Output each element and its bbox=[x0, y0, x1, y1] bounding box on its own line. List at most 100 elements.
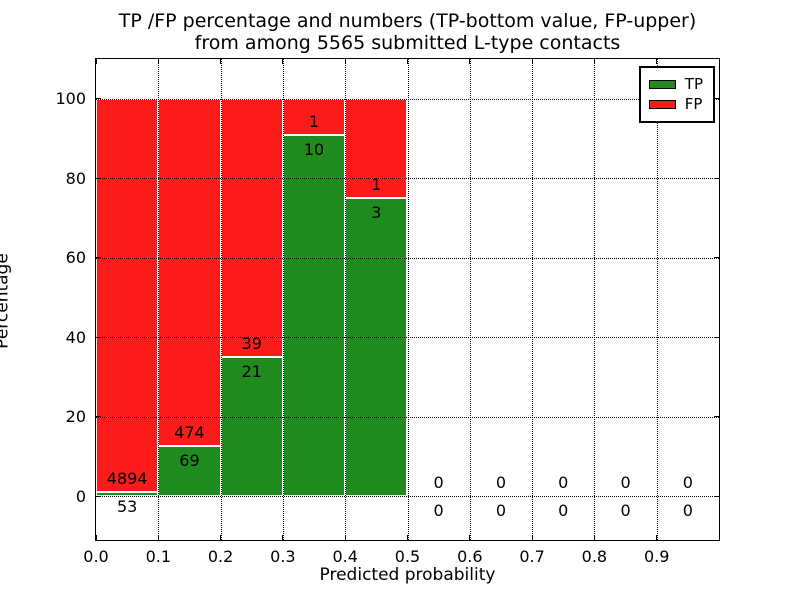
tp-count-label-1: 69 bbox=[179, 450, 200, 470]
fp-color-swatch bbox=[648, 100, 676, 109]
legend: TP FP bbox=[638, 66, 715, 123]
tp-color-swatch bbox=[648, 80, 676, 89]
x-tick-top-0.2 bbox=[220, 59, 222, 64]
y-tick-right-80 bbox=[714, 177, 719, 179]
x-tick-label-0.4: 0.4 bbox=[332, 547, 358, 566]
x-axis-label: Predicted probability bbox=[319, 565, 496, 585]
x-tick-top-0.9 bbox=[656, 59, 658, 64]
bar-tp-4 bbox=[345, 198, 408, 497]
chart-title-line1: TP /FP percentage and numbers (TP-bottom… bbox=[118, 10, 697, 32]
x-tick-top-0.5 bbox=[407, 59, 408, 64]
tp-count-label-9: 0 bbox=[682, 501, 693, 521]
y-tick-label-40: 40 bbox=[65, 327, 86, 347]
y-tick-right-0 bbox=[714, 495, 719, 497]
x-tick-bottom-0.1 bbox=[157, 535, 159, 540]
bar-tp-0 bbox=[96, 492, 159, 497]
x-gridline-0.8 bbox=[594, 59, 596, 540]
y-tick-label-0: 0 bbox=[75, 486, 86, 506]
x-tick-top-0.3 bbox=[282, 59, 284, 64]
y-tick-left-100 bbox=[96, 98, 101, 100]
y-tick-label-20: 20 bbox=[65, 407, 86, 427]
bar-fp-1 bbox=[158, 98, 221, 446]
x-gridline-0.3 bbox=[282, 59, 284, 540]
plot-area: 4894 53 474 69 39 21 1 10 1 3 0 0 0 0 0 0 0 0 0 0 0 20 40 60 80 1… bbox=[55, 58, 720, 566]
x-tick-top-0.1 bbox=[157, 59, 159, 64]
tp-count-label-7: 0 bbox=[558, 501, 569, 521]
x-tick-top-0.0 bbox=[95, 59, 97, 64]
y-tick-label-80: 80 bbox=[65, 168, 86, 188]
y-tick-label-60: 60 bbox=[65, 248, 86, 268]
y-tick-left-20 bbox=[96, 416, 101, 418]
x-tick-top-0.6 bbox=[469, 59, 471, 64]
tp-count-label-6: 0 bbox=[495, 501, 507, 521]
x-gridline-0.4 bbox=[345, 59, 347, 540]
tp-count-label-2: 21 bbox=[241, 362, 262, 382]
bar-fp-3 bbox=[282, 98, 346, 135]
y-tick-left-60 bbox=[96, 257, 101, 259]
fp-count-label-0: 4894 bbox=[106, 469, 148, 489]
x-tick-label-0.1: 0.1 bbox=[145, 547, 172, 566]
tick-marks-layer bbox=[95, 59, 719, 540]
bar-tp-2 bbox=[220, 357, 283, 497]
fp-count-label-7: 0 bbox=[558, 473, 569, 493]
x-gridline-0.5 bbox=[407, 59, 409, 540]
y-tick-right-20 bbox=[714, 416, 719, 418]
fp-count-label-1: 474 bbox=[174, 422, 205, 442]
y-axis-label: Percentage bbox=[0, 253, 13, 349]
bar-fp-0 bbox=[96, 98, 159, 493]
chart-title-line2: from among 5565 submitted L-type contact… bbox=[194, 32, 621, 55]
tp-count-label-0: 53 bbox=[116, 497, 138, 517]
y-tick-label-100: 100 bbox=[55, 89, 86, 109]
x-tick-label-0.6: 0.6 bbox=[457, 547, 483, 566]
bars-layer bbox=[96, 59, 719, 540]
x-tick-bottom-0.0 bbox=[95, 535, 97, 540]
fp-count-label-5: 0 bbox=[433, 473, 444, 493]
fp-count-label-8: 0 bbox=[620, 473, 631, 493]
x-tick-bottom-0.4 bbox=[344, 535, 346, 540]
x-tick-bottom-0.3 bbox=[282, 535, 284, 540]
chart-title: TP /FP percentage and numbers (TP-bottom… bbox=[96, 10, 719, 55]
x-tick-label-0.3: 0.3 bbox=[270, 547, 296, 566]
y-tick-right-40 bbox=[714, 336, 719, 338]
x-tick-label-0.9: 0.9 bbox=[643, 547, 670, 566]
x-gridline-0.7 bbox=[532, 59, 534, 540]
x-gridline-0.1 bbox=[158, 59, 160, 540]
legend-label-fp: FP bbox=[684, 95, 703, 113]
bar-fp-4 bbox=[345, 98, 408, 199]
y-tick-left-40 bbox=[96, 336, 101, 338]
x-tick-bottom-0.2 bbox=[220, 535, 222, 540]
x-gridline-0.9 bbox=[656, 59, 658, 540]
x-tick-top-0.4 bbox=[344, 59, 346, 64]
x-tick-label-0.7: 0.7 bbox=[519, 547, 545, 566]
fp-count-label-4: 1 bbox=[371, 175, 382, 195]
x-tick-top-0.8 bbox=[593, 59, 595, 64]
tp-count-label-4: 3 bbox=[371, 203, 382, 223]
x-tick-label-0.8: 0.8 bbox=[581, 547, 608, 566]
x-tick-label-0.2: 0.2 bbox=[207, 547, 234, 566]
x-tick-top-0.7 bbox=[531, 59, 533, 64]
x-tick-label-0.5: 0.5 bbox=[394, 547, 421, 566]
fp-count-label-2: 39 bbox=[241, 334, 262, 354]
x-tick-bottom-0.9 bbox=[656, 535, 658, 540]
tp-count-label-5: 0 bbox=[433, 501, 444, 521]
tp-count-label-3: 10 bbox=[303, 139, 325, 159]
fp-count-label-6: 0 bbox=[495, 473, 507, 493]
fp-count-label-9: 0 bbox=[682, 473, 693, 493]
fp-count-label-3: 1 bbox=[308, 111, 320, 131]
annotations-layer: 4894 53 474 69 39 21 1 10 1 3 0 0 0 0 0 0 0 0 0 0 0 20 40 60 80 1… bbox=[55, 59, 719, 566]
y-tick-left-0 bbox=[96, 495, 101, 497]
x-tick-label-0.0: 0.0 bbox=[83, 547, 109, 566]
y-tick-left-80 bbox=[96, 177, 101, 179]
x-tick-bottom-0.7 bbox=[531, 535, 533, 540]
bar-tp-3 bbox=[282, 134, 346, 497]
tp-count-label-8: 0 bbox=[620, 501, 631, 521]
x-tick-bottom-0.5 bbox=[407, 535, 408, 540]
y-tick-right-100 bbox=[714, 98, 719, 100]
x-gridline-0.6 bbox=[469, 59, 471, 540]
legend-label-tp: TP bbox=[684, 75, 703, 93]
x-tick-bottom-0.8 bbox=[593, 535, 595, 540]
legend-item-tp: TP bbox=[648, 75, 703, 93]
x-gridline-0.2 bbox=[220, 59, 222, 540]
legend-item-fp: FP bbox=[648, 95, 703, 113]
